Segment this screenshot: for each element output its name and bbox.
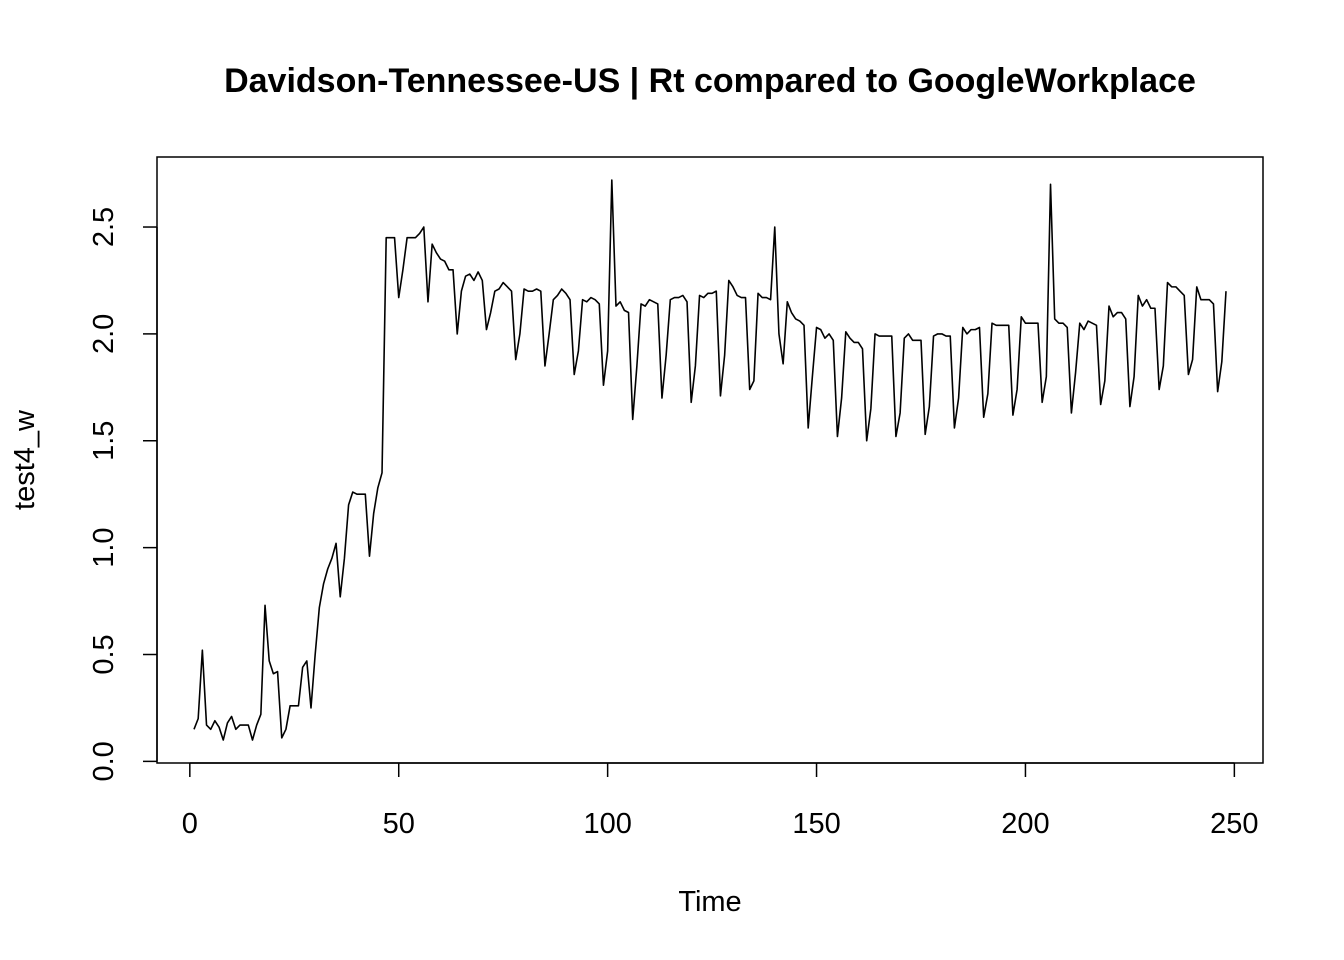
x-tick-label: 200	[1001, 808, 1049, 840]
x-tick-label: 0	[182, 808, 198, 840]
y-tick-label: 0.0	[88, 741, 120, 781]
x-axis-label: Time	[678, 886, 741, 918]
series-line	[193, 179, 1227, 741]
y-axis: 0.0 0.5 1.0 1.5 2.0 2.5	[88, 207, 158, 782]
y-tick-label: 1.5	[88, 421, 120, 461]
chart-title: Davidson-Tennessee-US | Rt compared to G…	[224, 62, 1196, 100]
y-axis-label: test4_w	[9, 409, 41, 510]
x-tick-label: 100	[583, 808, 631, 840]
x-tick-label: 150	[792, 808, 840, 840]
x-axis: 0 50 100 150 200 250	[182, 762, 1259, 840]
x-tick-label: 250	[1210, 808, 1258, 840]
x-tick-label: 50	[383, 808, 415, 840]
y-tick-label: 2.5	[88, 207, 120, 247]
y-tick-label: 1.0	[88, 527, 120, 567]
plot-frame	[156, 156, 1264, 764]
y-tick-label: 0.5	[88, 634, 120, 674]
y-tick-label: 2.0	[88, 314, 120, 354]
